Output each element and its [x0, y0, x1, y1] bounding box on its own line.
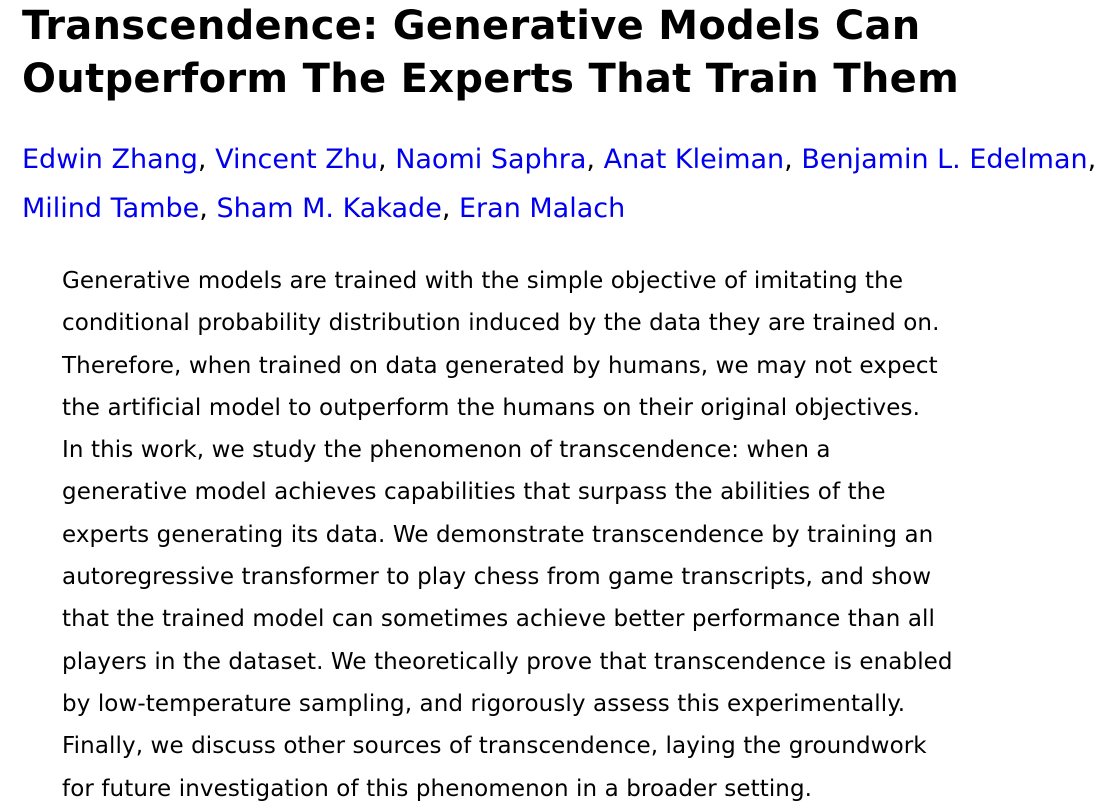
paper-title-line-2: Outperform The Experts That Train Them: [22, 56, 960, 102]
author-separator: ,: [441, 193, 459, 224]
abstract-line: Finally, we discuss other sources of tra…: [62, 733, 927, 760]
author-link[interactable]: Eran Malach: [458, 193, 626, 224]
author-link[interactable]: Milind Tambe: [22, 193, 200, 224]
author-link[interactable]: Benjamin L. Edelman: [801, 144, 1088, 175]
abstract-line: for future investigation of this phenome…: [62, 775, 813, 802]
abstract-line: players in the dataset. We theoretically…: [62, 648, 953, 675]
author-separator: ,: [199, 193, 217, 224]
abstract-line: Generative models are trained with the s…: [62, 268, 904, 294]
author-separator: ,: [586, 144, 604, 175]
abstract-line: Therefore, when trained on data generate…: [62, 352, 938, 379]
abstract-line: conditional probability distribution ind…: [62, 310, 940, 337]
author-separator: ,: [784, 144, 802, 175]
abstract-line: autoregressive transformer to play chess…: [62, 564, 932, 591]
abstract-line: by low-temperature sampling, and rigorou…: [62, 690, 906, 717]
abstract-line: that the trained model can sometimes ach…: [62, 606, 935, 633]
author-list: Edwin Zhang, Vincent Zhu, Naomi Saphra, …: [22, 135, 1097, 233]
author-separator: ,: [197, 144, 216, 175]
paper-title: Transcendence: Generative Models Can Out…: [22, 0, 1092, 106]
author-separator: ,: [378, 144, 396, 175]
author-link[interactable]: Anat Kleiman: [603, 144, 785, 175]
abstract-line: generative model achieves capabilities t…: [62, 479, 886, 506]
paper-title-line-1: Transcendence: Generative Models Can: [22, 3, 921, 49]
author-link[interactable]: Vincent Zhu: [215, 144, 379, 175]
author-link[interactable]: Edwin Zhang: [22, 144, 198, 175]
abstract-line: the artificial model to outperform the h…: [62, 394, 921, 421]
author-link[interactable]: Sham M. Kakade: [216, 193, 442, 224]
author-link[interactable]: Naomi Saphra: [395, 144, 587, 175]
abstract-line: experts generating its data. We demonstr…: [62, 521, 934, 548]
abstract-line: In this work, we study the phenomenon of…: [62, 437, 831, 464]
author-separator: ,: [1087, 144, 1097, 175]
abstract: Generative models are trained with the s…: [62, 260, 1072, 810]
